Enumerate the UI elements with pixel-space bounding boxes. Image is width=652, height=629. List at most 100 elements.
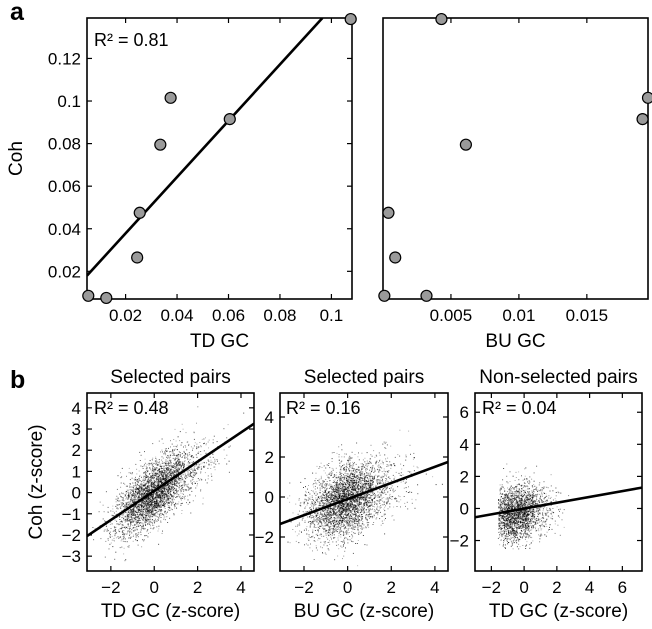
data-point	[182, 469, 184, 470]
data-point	[133, 527, 134, 529]
data-point	[336, 485, 338, 487]
data-point	[109, 532, 110, 534]
data-point	[147, 485, 149, 487]
data-point	[312, 550, 313, 552]
data-point	[168, 488, 170, 490]
data-point	[297, 513, 299, 515]
data-point	[170, 465, 172, 467]
data-point	[148, 510, 150, 512]
data-point	[145, 503, 146, 505]
data-point	[148, 518, 150, 520]
data-point	[159, 514, 161, 516]
data-point	[165, 448, 167, 450]
data-point	[137, 503, 139, 505]
data-point	[200, 471, 202, 473]
data-point	[146, 479, 148, 481]
data-point	[153, 491, 155, 493]
data-point	[170, 502, 172, 503]
data-point	[161, 513, 163, 515]
data-point	[152, 443, 154, 445]
data-point	[340, 466, 342, 468]
data-point	[146, 500, 147, 502]
data-point	[157, 489, 159, 491]
data-point	[103, 530, 105, 532]
data-point	[161, 501, 163, 503]
data-point	[360, 497, 362, 498]
data-point	[152, 524, 153, 526]
data-point	[355, 482, 357, 484]
data-point	[358, 524, 360, 526]
data-point	[168, 472, 170, 474]
data-point	[137, 483, 138, 485]
data-point	[342, 512, 343, 514]
data-point	[180, 504, 182, 506]
data-point	[147, 499, 149, 500]
data-point	[338, 446, 340, 448]
data-point	[178, 482, 180, 484]
data-point	[156, 476, 158, 478]
data-point	[127, 532, 129, 534]
data-point	[355, 484, 357, 486]
data-point	[120, 482, 122, 484]
data-point	[165, 485, 167, 487]
data-point	[107, 511, 109, 513]
data-point	[144, 520, 146, 522]
data-point	[353, 521, 355, 523]
data-point	[174, 471, 176, 473]
data-point	[314, 501, 316, 503]
data-point	[331, 495, 333, 497]
data-point	[164, 487, 166, 489]
data-point	[129, 532, 131, 534]
data-point	[164, 493, 166, 495]
data-point	[163, 501, 165, 503]
data-point	[155, 461, 157, 463]
data-point	[362, 484, 364, 486]
data-point	[154, 492, 156, 494]
data-point	[172, 509, 173, 511]
data-point	[143, 493, 145, 495]
data-point	[149, 480, 151, 482]
data-point	[166, 494, 168, 496]
data-point	[331, 518, 333, 520]
data-point	[182, 464, 184, 466]
data-point	[358, 477, 360, 479]
data-point	[187, 486, 189, 488]
data-point	[159, 498, 161, 500]
data-point	[118, 504, 120, 506]
data-point	[183, 465, 184, 467]
data-point	[162, 500, 164, 502]
data-point	[327, 534, 329, 536]
data-point	[182, 467, 184, 469]
data-point	[140, 493, 142, 495]
data-point	[123, 534, 125, 536]
data-point	[144, 508, 146, 510]
data-point	[309, 515, 311, 517]
data-point	[128, 515, 130, 517]
data-point	[146, 504, 148, 506]
data-point	[132, 489, 134, 491]
data-point	[336, 486, 338, 488]
data-point	[299, 510, 300, 512]
data-point	[349, 506, 351, 508]
data-point	[400, 481, 402, 483]
data-point	[171, 484, 173, 486]
data-point	[405, 454, 407, 456]
data-point	[146, 505, 148, 507]
data-point	[317, 529, 319, 531]
data-point	[158, 490, 160, 492]
data-point	[365, 483, 366, 485]
data-point	[207, 475, 209, 477]
data-point	[369, 497, 371, 499]
data-point	[135, 478, 137, 480]
data-point	[131, 511, 133, 513]
data-point	[173, 465, 175, 467]
data-point	[180, 498, 182, 500]
data-point	[198, 462, 200, 464]
data-point	[352, 536, 354, 538]
data-point	[154, 522, 156, 523]
data-point	[141, 502, 143, 504]
data-point	[127, 501, 129, 503]
data-point	[116, 488, 118, 490]
data-point	[163, 478, 165, 480]
data-point	[226, 437, 228, 439]
